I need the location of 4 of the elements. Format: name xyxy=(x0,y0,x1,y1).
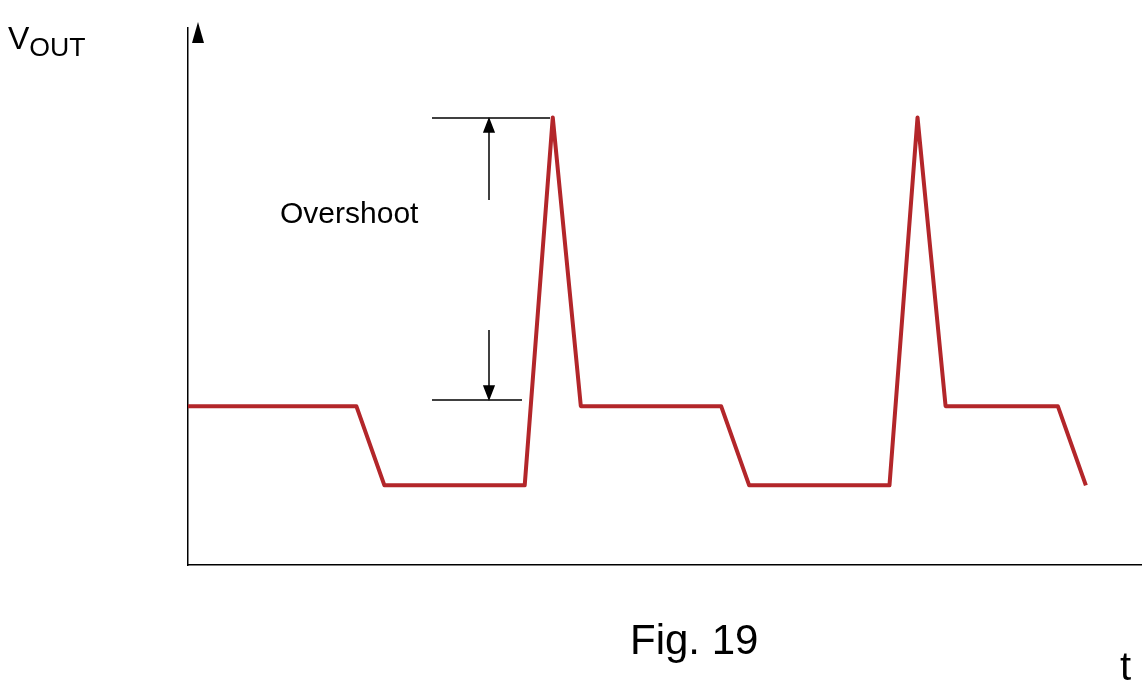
x-axis-title: t xyxy=(1120,644,1132,686)
caption: Fig. 19 xyxy=(630,616,759,664)
annotation: Overshoot xyxy=(280,196,419,230)
y-axis-title: V$_{OUT}$ xyxy=(8,20,86,64)
